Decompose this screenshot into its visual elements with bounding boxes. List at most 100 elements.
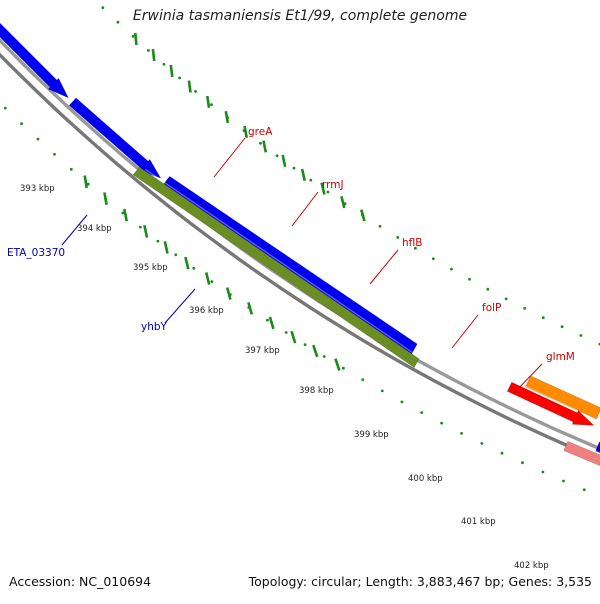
map-title: Erwinia tasmaniensis Et1/99, complete ge… <box>0 8 600 24</box>
tick-major <box>124 209 126 221</box>
tick-dot <box>70 168 73 171</box>
tick-major <box>264 141 266 153</box>
gene-label-glmM: glmM <box>546 351 575 363</box>
tick-dot <box>542 471 545 474</box>
tick-dot <box>583 488 586 491</box>
gene-eta-03370 <box>133 167 419 367</box>
scale-label: 399 kbp <box>354 430 389 440</box>
tick-dot <box>20 122 23 125</box>
tick-dot <box>521 461 524 464</box>
tick-major <box>302 169 305 181</box>
accession-label: Accession: NC_010694 <box>9 574 151 589</box>
gene-block-blue-2 <box>69 98 161 178</box>
tick-dot <box>468 278 471 281</box>
tick-dot <box>486 288 489 291</box>
tick-major <box>226 111 228 123</box>
scale-label: 393 kbp <box>20 184 55 194</box>
leader-greA <box>214 138 245 177</box>
tick-major <box>227 288 230 300</box>
tick-major <box>171 65 173 77</box>
tick-dot <box>562 480 565 483</box>
tick-dot <box>523 307 526 310</box>
tick-major <box>206 272 209 284</box>
tick-dot <box>440 422 443 425</box>
tick-dot <box>37 138 40 141</box>
tick-dot <box>401 401 404 404</box>
scale-label: 397 kbp <box>245 346 280 356</box>
tick-dot <box>304 343 307 346</box>
tick-dot <box>361 378 364 381</box>
scale-label: 401 kbp <box>461 517 496 527</box>
tick-dot <box>480 442 483 445</box>
tick-dot <box>505 298 508 301</box>
scale-label: 396 kbp <box>189 306 224 316</box>
tick-dot <box>379 225 382 228</box>
inner-tick-track <box>0 9 600 600</box>
gene-label-folP: folP <box>482 302 501 314</box>
tick-dot <box>174 253 177 256</box>
tick-dot <box>178 77 181 80</box>
scale-label: 394 kbp <box>77 224 112 234</box>
tick-dot <box>327 191 330 194</box>
tick-dot <box>285 331 288 334</box>
tick-dot <box>432 257 435 260</box>
tick-dot <box>132 35 135 38</box>
tick-major <box>270 317 274 329</box>
tick-dot <box>163 63 166 66</box>
gene-block-blue-1 <box>0 16 68 97</box>
tick-major <box>341 196 344 208</box>
tick-dot <box>139 226 142 229</box>
tick-dot <box>381 390 384 393</box>
tick-major <box>144 225 147 237</box>
tick-major <box>248 302 251 314</box>
tick-dot <box>147 49 150 52</box>
tick-dot <box>211 280 214 283</box>
tick-dot <box>460 432 463 435</box>
labels: greA rrmJ hflB folP glmM ETA_03370 yhbY 393 kbp… <box>7 126 575 571</box>
tick-dot <box>259 142 262 145</box>
scale-label: 398 kbp <box>299 386 334 396</box>
gene-label-yhbY: yhbY <box>141 321 168 333</box>
tick-dot <box>542 316 545 319</box>
gene-label-rrmJ: rrmJ <box>322 179 344 191</box>
tick-major <box>207 96 209 108</box>
gene-label-eta: ETA_03370 <box>7 247 65 259</box>
tick-dot <box>396 236 399 239</box>
gene-label-hflB: hflB <box>402 237 422 249</box>
leader-folP <box>452 315 478 348</box>
scale-label: 395 kbp <box>133 263 168 273</box>
tick-major <box>283 155 285 167</box>
tick-dot <box>4 107 7 110</box>
tick-major <box>335 359 339 371</box>
tick-major <box>153 49 154 61</box>
tick-dot <box>276 154 279 157</box>
tick-major <box>313 345 317 357</box>
tick-dot <box>293 167 296 170</box>
tick-major <box>292 331 296 343</box>
scale-label: 400 kbp <box>408 474 443 484</box>
tick-major <box>104 193 106 205</box>
gene-label-greA: greA <box>248 126 273 138</box>
tick-dot <box>192 267 195 270</box>
tick-dot <box>194 90 197 93</box>
tick-dot <box>266 319 269 322</box>
leader-hflB <box>370 250 398 284</box>
tick-dot <box>420 411 423 414</box>
tick-dot <box>53 153 56 156</box>
tick-major <box>189 81 191 93</box>
tick-dot <box>157 240 160 243</box>
scale-label: 402 kbp <box>514 561 549 571</box>
tick-major <box>185 257 188 269</box>
gene-features <box>0 16 600 575</box>
tick-major <box>85 176 87 188</box>
tick-major <box>165 241 168 253</box>
leader-rrmJ <box>292 192 318 226</box>
tick-major <box>135 33 136 45</box>
tick-dot <box>501 452 504 455</box>
tick-dot <box>561 325 564 328</box>
tick-dot <box>323 355 326 358</box>
